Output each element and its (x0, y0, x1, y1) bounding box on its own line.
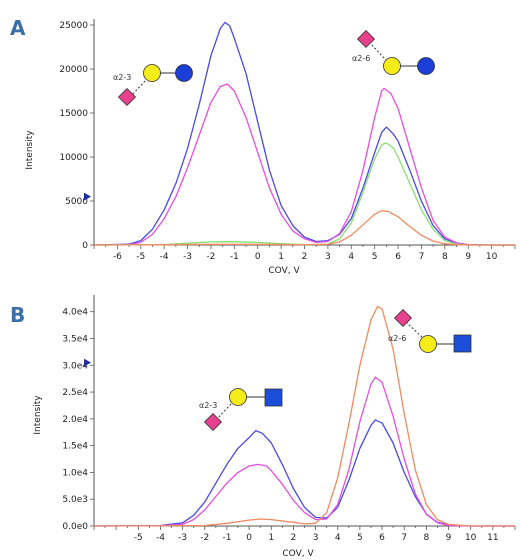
x-tick-label: 3 (313, 533, 319, 543)
x-tick-label: 4 (348, 252, 354, 262)
galactose-circle (229, 388, 247, 406)
linkage-label-a23: α2-3 (113, 73, 131, 82)
x-tick-label: 8 (442, 252, 448, 262)
panel-a-label: A (10, 16, 26, 40)
x-tick-label: 7 (401, 533, 407, 543)
panel-b-xlabel: COV, V (282, 549, 314, 559)
series-line-blue (93, 419, 515, 527)
panel-a: A Intensity COV, V -6 -5 -4 -3 -2 -1 0 1 2 3 4 5 6 7 8… (10, 16, 516, 276)
x-tick-label: -5 (134, 533, 143, 543)
series-line-magenta (93, 83, 515, 246)
series-line-orange (93, 210, 515, 246)
y-tick-label: 10000 (59, 153, 88, 163)
sialic-acid-diamond (117, 87, 137, 107)
x-tick-label: 10 (465, 533, 477, 543)
x-tick-label: 1 (278, 252, 284, 262)
panel-b: B Intensity COV, V -5 -4 -3 -2 -1 0 1 2 3 4 5 6 7 8 9 1… (10, 295, 516, 559)
glycan-b23: α2-3 (199, 388, 283, 432)
x-tick-label: 11 (487, 533, 498, 543)
y-tick-label: 20000 (59, 65, 88, 75)
panel-a-xlabel: COV, V (268, 266, 300, 276)
y-tick-label: 2.0e4 (62, 415, 88, 425)
x-tick-label: -3 (178, 533, 187, 543)
x-tick-label: -2 (200, 533, 209, 543)
x-tick-label: -4 (160, 252, 169, 262)
galactose-circle (383, 57, 401, 75)
panel-b-label: B (10, 303, 25, 327)
y-tick-label: 3.0e4 (62, 361, 88, 371)
linkage-label-b26: α2-6 (388, 334, 406, 343)
glcnac-square (264, 388, 283, 407)
x-tick-label: 10 (486, 252, 498, 262)
glycan-link (368, 41, 387, 61)
x-tick-label: -3 (183, 252, 192, 262)
x-tick-label: -1 (230, 252, 239, 262)
x-tick-label: -1 (222, 533, 231, 543)
series-line-blue (93, 21, 515, 246)
y-tick-label: 4.0e4 (62, 308, 88, 318)
x-tick-label: -6 (113, 252, 122, 262)
series-line-orange (93, 305, 515, 527)
y-tick-label: 25000 (59, 21, 88, 31)
glycan-link (405, 321, 423, 338)
x-tick-label: 8 (424, 533, 430, 543)
y-tick-label: 0 (82, 241, 88, 251)
x-tick-label: 3 (325, 252, 331, 262)
galactose-circle (419, 335, 437, 353)
x-tick-label: 7 (419, 252, 425, 262)
x-tick-label: 2 (291, 533, 297, 543)
x-tick-label: -2 (206, 252, 215, 262)
x-tick-label: 2 (302, 252, 308, 262)
y-tick-label: 5000 (65, 197, 88, 207)
sialic-acid-diamond (393, 308, 413, 328)
x-tick-label: 5 (372, 252, 378, 262)
x-tick-label: 4 (335, 533, 341, 543)
glycan-b26: α2-6 (388, 308, 472, 353)
x-tick-label: 5 (357, 533, 363, 543)
y-tick-label: 1.0e4 (62, 468, 88, 478)
panel-b-ylabel: Intensity (33, 395, 43, 435)
glycan-a26: α2-6 (352, 29, 435, 75)
x-tick-label: 0 (246, 533, 252, 543)
glcnac-square (453, 334, 472, 353)
threshold-marker-arrow (84, 358, 91, 367)
x-tick-label: 9 (446, 533, 452, 543)
galactose-circle (143, 64, 161, 82)
series-line-magenta (93, 376, 515, 527)
glycan-a23: α2-3 (113, 64, 193, 107)
glucose-circle (175, 64, 193, 82)
x-tick-label: 0 (255, 252, 261, 262)
x-tick-label: 6 (395, 252, 401, 262)
y-tick-label: 0.0e0 (62, 522, 88, 532)
panel-a-ylabel: Intensity (25, 130, 35, 170)
linkage-label-b23: α2-3 (199, 401, 217, 410)
threshold-marker-arrow (84, 192, 91, 201)
sialic-acid-diamond (203, 412, 223, 432)
x-tick-label: -5 (136, 252, 145, 262)
x-tick-label: 1 (268, 533, 274, 543)
x-tick-label: -4 (156, 533, 165, 543)
x-tick-label: 6 (379, 533, 385, 543)
y-tick-label: 1.5e4 (62, 442, 88, 452)
series-line-green (93, 142, 515, 246)
y-tick-label: 15000 (59, 109, 88, 119)
glucose-circle (417, 57, 435, 75)
linkage-label-a26: α2-6 (352, 54, 370, 63)
y-tick-label: 5.0e3 (62, 495, 88, 505)
y-tick-label: 3.5e4 (62, 335, 88, 345)
sialic-acid-diamond (356, 29, 376, 49)
y-tick-label: 2.5e4 (62, 388, 88, 398)
x-tick-label: 9 (465, 252, 471, 262)
glycan-link (215, 402, 233, 421)
